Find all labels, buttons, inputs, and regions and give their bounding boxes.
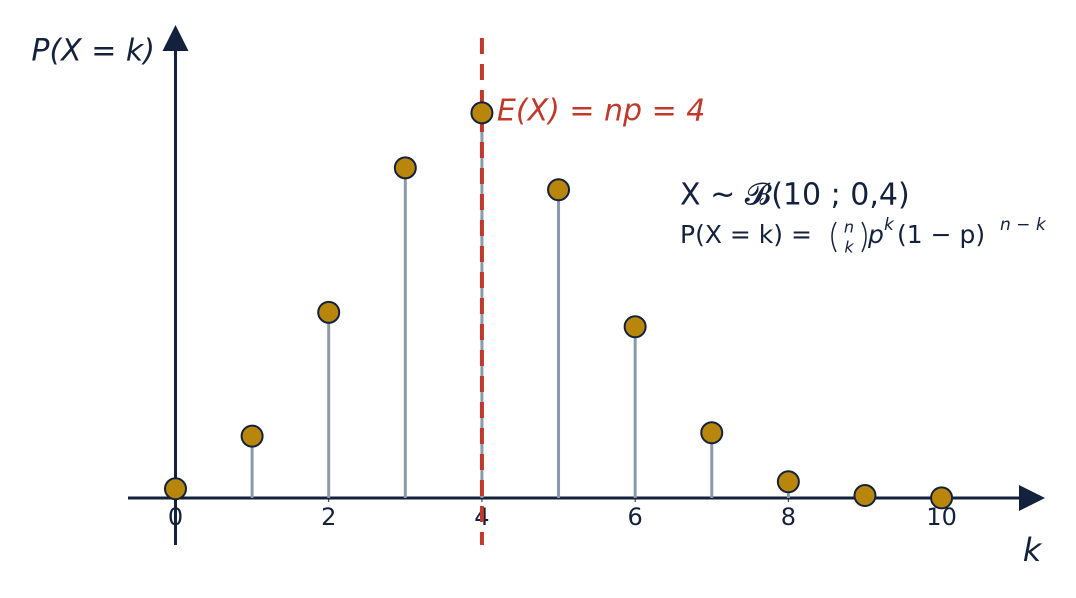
point	[163, 477, 187, 501]
x-tick-label: 0	[168, 503, 183, 531]
point	[700, 421, 724, 445]
formula: P(X = k) = n k p k (1 − p) n − k	[680, 215, 1047, 257]
distribution-label: X ~ 𝓑(10 ; 0,4)	[680, 178, 910, 213]
point	[853, 484, 877, 508]
formula-base-exp: k	[884, 215, 895, 235]
x-tick-label: 2	[321, 503, 336, 531]
x-tick-label: 6	[628, 503, 643, 531]
point	[547, 178, 571, 202]
point	[930, 486, 954, 510]
formula-base: p	[867, 220, 884, 249]
point	[393, 156, 417, 180]
x-axis-label: k	[1023, 531, 1043, 569]
x-axis-arrow	[1019, 485, 1045, 512]
x-tick-label: 8	[781, 503, 796, 531]
formula-factor: (1 − p)	[897, 220, 985, 249]
binom-bottom: k	[844, 238, 854, 257]
binom-paren	[831, 221, 867, 253]
binom-top: n	[844, 218, 854, 237]
point	[623, 315, 647, 339]
y-axis-label: P(X = k)	[31, 34, 155, 69]
point	[776, 470, 800, 494]
point	[240, 424, 264, 448]
formula-factor-exp: n − k	[1000, 215, 1047, 235]
mean-label: E(X) = np = 4	[497, 94, 705, 129]
y-axis-arrow	[162, 25, 189, 51]
point	[470, 101, 494, 125]
point	[317, 300, 341, 324]
formula-lhs: P(X = k) =	[680, 220, 812, 249]
